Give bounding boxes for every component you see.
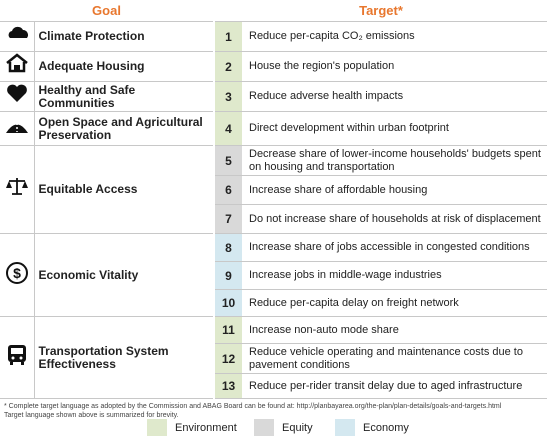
target-text: Increase share of affordable housing bbox=[242, 175, 547, 205]
target-number: 8 bbox=[213, 233, 242, 262]
goal-label: Equitable Access bbox=[34, 145, 214, 234]
target-row: $ Economic Vitality 8 Increase share of job… bbox=[0, 233, 547, 317]
table-body: Climate Protection 1 Reduce per-capita CO₂… bbox=[0, 21, 547, 399]
goal-label: Adequate Housing bbox=[34, 51, 214, 82]
target-row: Transportation System Effectiveness 11 Inc… bbox=[0, 316, 547, 399]
target-number: 5 bbox=[213, 145, 242, 176]
goal-icon: $ bbox=[5, 261, 28, 284]
legend-label: Environment bbox=[175, 421, 237, 434]
goal-icon-cell bbox=[0, 145, 35, 234]
legend-swatch bbox=[335, 419, 355, 436]
goal-label: Open Space and Agricultural Preservation bbox=[34, 111, 214, 146]
target-text: Reduce per-capita delay on freight netwo… bbox=[242, 289, 547, 317]
target-text: Reduce per-rider transit delay due to ag… bbox=[242, 373, 547, 399]
footnote-line: Target language shown above is summarize… bbox=[4, 412, 179, 419]
target-row: 7 Do not increase share of households at … bbox=[0, 204, 547, 234]
target-number: 12 bbox=[213, 343, 242, 374]
legend-label: Equity bbox=[282, 421, 313, 434]
target-text: Reduce vehicle operating and maintenance… bbox=[242, 343, 547, 374]
target-text: Increase non-auto mode share bbox=[242, 316, 547, 344]
goal-icon-cell: $ bbox=[0, 233, 35, 317]
target-text: Do not increase share of households at r… bbox=[242, 204, 547, 234]
target-text: Increase jobs in middle-wage industries bbox=[242, 261, 547, 290]
goal-icon bbox=[7, 345, 26, 365]
goal-icon bbox=[8, 26, 28, 38]
legend-item: Environment bbox=[147, 419, 237, 436]
svg-text:$: $ bbox=[13, 265, 21, 281]
target-row: Equitable Access 5 Decrease share of lower… bbox=[0, 145, 547, 234]
goal-label: Healthy and Safe Communities bbox=[34, 81, 214, 112]
target-number: 1 bbox=[213, 21, 242, 52]
goals-table: Goal Target* Climate Protection 1 Reduce p… bbox=[0, 0, 547, 399]
header-row: Goal Target* bbox=[0, 0, 547, 22]
goal-label: Economic Vitality bbox=[34, 233, 214, 317]
target-row: 10 Reduce per-capita delay on freight net… bbox=[0, 289, 547, 317]
goal-icon-cell bbox=[0, 111, 35, 146]
goal-icon-cell bbox=[0, 316, 35, 399]
target-text: Direct development within urban footprin… bbox=[242, 111, 547, 146]
target-row: 12 Reduce vehicle operating and maintenan… bbox=[0, 343, 547, 374]
legend-item: Equity bbox=[254, 419, 313, 436]
target-row: 9 Increase jobs in middle-wage industries bbox=[0, 261, 547, 290]
goal-icon-cell bbox=[0, 21, 35, 52]
goal-icon-cell bbox=[0, 51, 35, 82]
target-text: Reduce per-capita CO₂ emissions bbox=[242, 21, 547, 52]
target-number: 9 bbox=[213, 261, 242, 290]
goal-icon-cell bbox=[0, 81, 35, 112]
target-heading: Target* bbox=[214, 0, 547, 22]
legend-label: Economy bbox=[363, 421, 409, 434]
target-row: Climate Protection 1 Reduce per-capita CO₂… bbox=[0, 21, 547, 52]
target-number: 3 bbox=[213, 81, 242, 112]
goal-icon bbox=[5, 53, 28, 73]
legend-swatch bbox=[147, 419, 167, 436]
target-text: House the region's population bbox=[242, 51, 547, 82]
target-row: Healthy and Safe Communities 3 Reduce adve… bbox=[0, 81, 547, 112]
target-number: 6 bbox=[213, 175, 242, 205]
legend-item: Economy bbox=[335, 419, 409, 436]
goal-heading: Goal bbox=[0, 0, 215, 22]
footnote: * Complete target language as adopted by… bbox=[0, 399, 547, 423]
target-row: 6 Increase share of affordable housing bbox=[0, 175, 547, 205]
goal-icon bbox=[5, 178, 28, 195]
target-text: Reduce adverse health impacts bbox=[242, 81, 547, 112]
legend-swatch bbox=[254, 419, 274, 436]
goal-icon bbox=[5, 123, 28, 133]
goal-icon bbox=[6, 84, 27, 102]
target-number: 2 bbox=[213, 51, 242, 82]
target-number: 10 bbox=[213, 289, 242, 317]
target-number: 4 bbox=[213, 111, 242, 146]
legend: Environment Equity Economy bbox=[0, 419, 547, 439]
goal-label: Transportation System Effectiveness bbox=[34, 316, 214, 399]
target-text: Decrease share of lower-income household… bbox=[242, 145, 547, 176]
target-row: Open Space and Agricultural Preservation… bbox=[0, 111, 547, 146]
target-row: Adequate Housing 2 House the region's popu… bbox=[0, 51, 547, 82]
target-number: 13 bbox=[213, 373, 242, 399]
target-row: 13 Reduce per-rider transit delay due to … bbox=[0, 373, 547, 399]
footnote-line: * Complete target language as adopted by… bbox=[4, 403, 502, 410]
target-number: 11 bbox=[213, 316, 242, 344]
target-number: 7 bbox=[213, 204, 242, 234]
target-text: Increase share of jobs accessible in con… bbox=[242, 233, 547, 262]
goal-label: Climate Protection bbox=[34, 21, 214, 52]
